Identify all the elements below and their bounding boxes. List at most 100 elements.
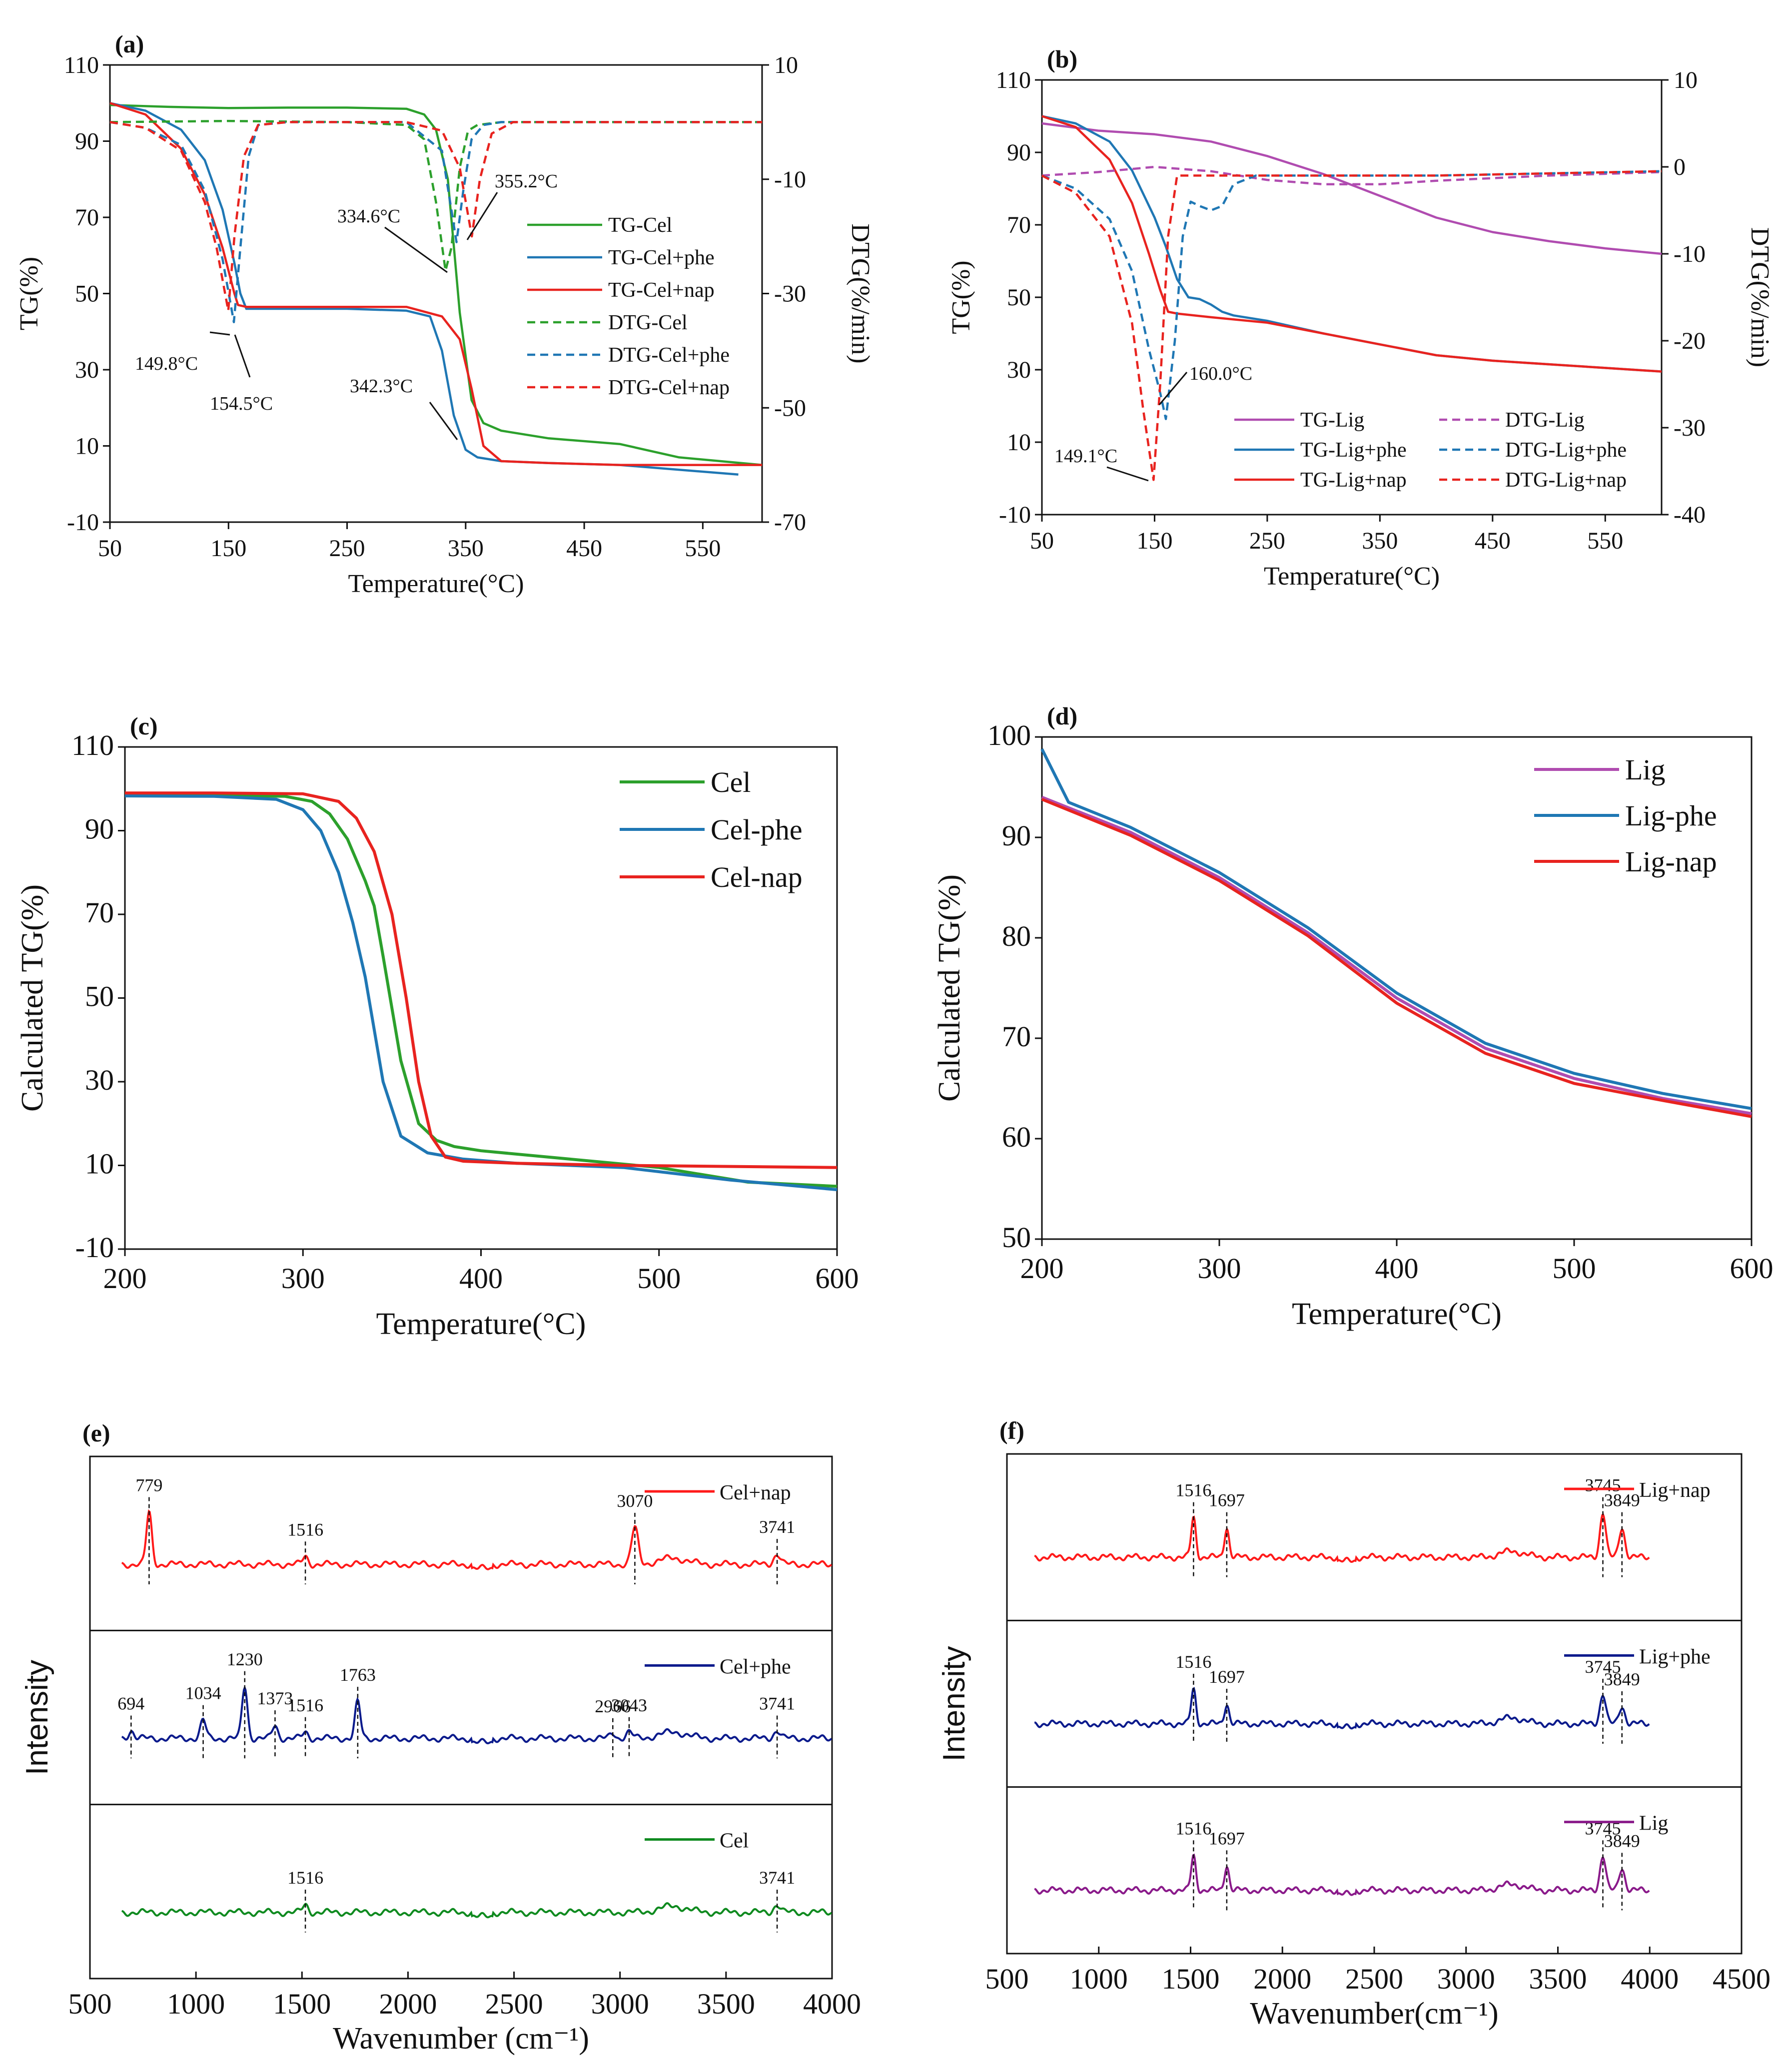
x-axis-title: Wavenumber(cm⁻¹): [1250, 1997, 1498, 2031]
legend-label: Cel-nap: [711, 861, 803, 893]
y-tick-label: 30: [1007, 357, 1031, 383]
peak-label: 3070: [617, 1491, 653, 1511]
x-tick-label: 1000: [1070, 1963, 1128, 1995]
y-tick-label: 50: [1002, 1221, 1031, 1254]
y2-tick-label: -30: [774, 281, 806, 307]
annotation: 160.0°C: [1189, 363, 1252, 384]
x-tick-label: 4000: [1621, 1963, 1679, 1995]
y2-tick-label: 10: [1674, 67, 1698, 93]
peak-label: 1373: [257, 1688, 293, 1708]
x-tick-label: 200: [103, 1262, 147, 1295]
series-line-tg-lig: [1041, 122, 1662, 255]
panel-label: (e): [82, 1419, 110, 1447]
x-tick-label: 250: [1249, 528, 1285, 554]
y-tick-label: 30: [85, 1064, 114, 1096]
series-line-lig-phe: [1040, 748, 1752, 1110]
legend-label: Lig: [1625, 753, 1666, 786]
series-line-dtg-cel-nap: [109, 121, 762, 312]
peak-label: 3741: [759, 1694, 795, 1714]
x-tick-label: 4000: [803, 1988, 861, 2020]
legend: Cel Cel-phe Cel-nap: [620, 766, 803, 893]
y2-tick-label: -50: [774, 395, 806, 421]
panel-label: (a): [115, 30, 144, 58]
y-tick-label: 70: [1007, 212, 1031, 238]
peak-label: 3745: [1585, 1475, 1621, 1495]
x-tick-label: 500: [68, 1988, 112, 2020]
x-tick-label: 2000: [1253, 1963, 1311, 1995]
x-tick-label: 4500: [1713, 1963, 1771, 1995]
plot-frame: [89, 1455, 833, 1980]
legend: TG-Cel TG-Cel+phe TG-Cel+nap DTG-Cel DTG-Cel…: [527, 214, 730, 399]
y-tick-label: 110: [996, 67, 1031, 93]
peak-label: 1034: [185, 1683, 221, 1703]
annotation: 355.2°C: [495, 171, 558, 192]
y-tick-label: 10: [75, 433, 99, 460]
x-tick-label: 2500: [485, 1988, 543, 2020]
y2-axis-ticks: -40 -30 -20 -10 0 10: [1662, 67, 1706, 528]
y-tick-label: 70: [1002, 1020, 1031, 1053]
series-line-cel-phe: [124, 794, 838, 1192]
x-tick-label: 450: [1475, 528, 1511, 554]
peak-label: 694: [117, 1694, 144, 1714]
x-tick-label: 400: [1375, 1252, 1419, 1285]
x-tick-label: 1500: [1162, 1963, 1220, 1995]
legend-label: Lig+nap: [1639, 1479, 1711, 1502]
y-tick-label: 90: [1002, 819, 1031, 852]
y-tick-label: 90: [85, 813, 114, 845]
peak-label: 2966: [595, 1696, 631, 1716]
y-axis-title: Calculated TG(%): [15, 884, 49, 1112]
annotation: 154.5°C: [210, 393, 273, 414]
x-tick-label: 450: [566, 535, 602, 562]
x-tick-label: 600: [816, 1262, 859, 1295]
x-tick-label: 1000: [167, 1988, 225, 2020]
panel-c: 200 300 400 500 600 -10 10 30 50 70 90 110 Temperatu…: [15, 712, 859, 1341]
x-tick-label: 550: [685, 535, 721, 562]
y-tick-label: 60: [1002, 1121, 1031, 1153]
panel-label: (b): [1047, 45, 1077, 73]
y2-tick-label: 10: [774, 52, 798, 78]
y-tick-label: 70: [85, 896, 114, 929]
peak-label: 1230: [227, 1649, 263, 1669]
legend-label: TG-Lig: [1300, 409, 1364, 432]
peak-label: 1516: [287, 1695, 323, 1715]
panel-b: 50 150 250 350 450 550-101030507090110-40-30-…: [947, 45, 1774, 591]
legend-label: TG-Cel: [608, 214, 672, 237]
panel-label: (d): [1047, 702, 1077, 730]
panel-d: 200 300 400 500 600 50 60 70 80 90 100 Temperature(…: [932, 702, 1774, 1331]
x-tick-label: 500: [985, 1963, 1029, 1995]
series-group: [109, 102, 763, 476]
peak-label: 1697: [1209, 1828, 1245, 1848]
annotation: 342.3°C: [350, 376, 413, 397]
peak-label: 1763: [340, 1665, 376, 1685]
x-axis-ticks: 500 1000 1500 2000 2500 3000 3500 4000: [68, 1972, 861, 2020]
x-axis-ticks: 50 150 250 350 450 550: [1030, 515, 1623, 554]
legend: Lig Lig-phe Lig-nap: [1534, 753, 1717, 878]
series-group: [1040, 748, 1752, 1118]
y2-tick-label: -30: [1674, 415, 1706, 441]
legend-label: DTG-Cel+phe: [608, 344, 730, 367]
peak-label: 1516: [287, 1519, 323, 1539]
x-tick-label: 500: [637, 1262, 681, 1295]
leader-line: [1158, 372, 1188, 405]
peak-label: 3745: [1585, 1657, 1621, 1677]
x-tick-label: 350: [1362, 528, 1398, 554]
legend-label: Lig+phe: [1639, 1645, 1711, 1668]
y-axis-title: TG(%): [15, 257, 43, 330]
legend-label: Cel: [711, 766, 751, 798]
y-tick-label: -10: [67, 509, 99, 536]
legend-label: Lig: [1639, 1812, 1668, 1835]
leader-line: [384, 226, 448, 273]
spectrum-line: [121, 1685, 833, 1745]
peak-label: 1516: [1175, 1652, 1211, 1672]
annotation: 149.8°C: [135, 353, 198, 374]
y2-axis-title: DTG(%/min): [1746, 227, 1774, 367]
spectrum-line: [1034, 1687, 1650, 1730]
y-tick-label: 90: [75, 128, 99, 155]
y-tick-label: 50: [75, 281, 99, 307]
y-tick-label: -10: [999, 502, 1031, 528]
panel-label: (c): [130, 712, 158, 740]
y-axis-title: Intensity: [937, 1646, 971, 1762]
y-axis-ticks: 50 60 70 80 90 100: [987, 719, 1042, 1254]
legend-label: TG-Lig+phe: [1300, 439, 1407, 462]
